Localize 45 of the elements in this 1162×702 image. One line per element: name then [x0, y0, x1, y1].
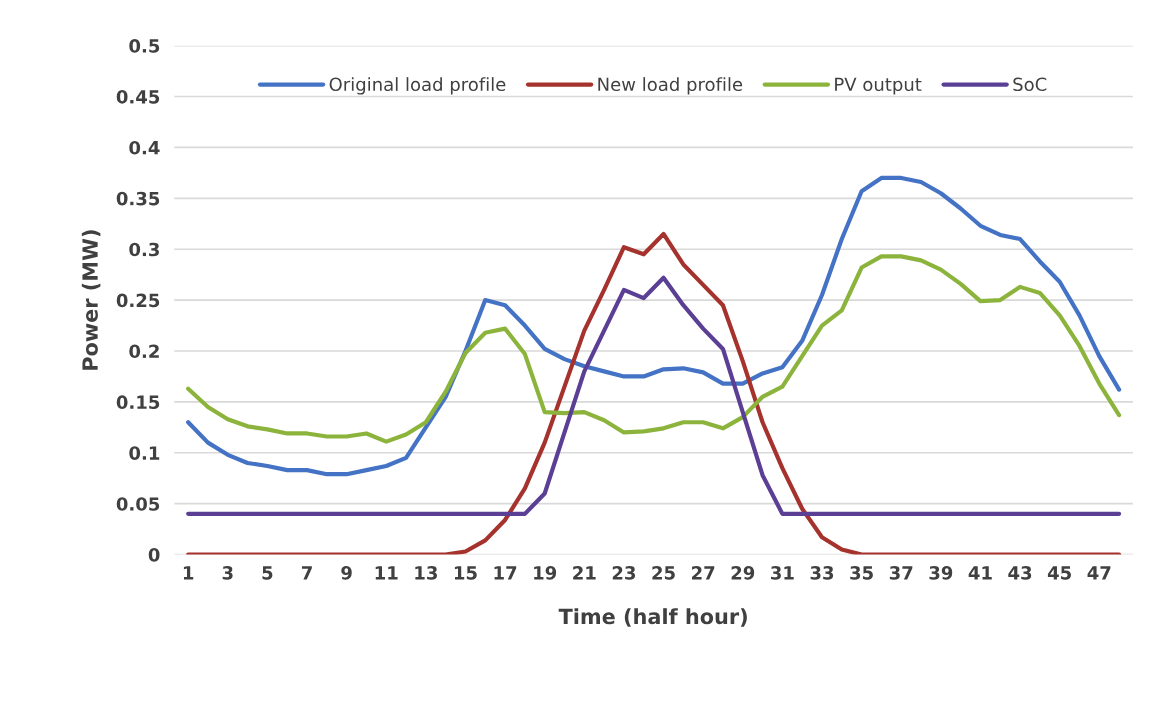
legend-label: PV output	[835, 77, 922, 95]
x-tick-label: 35	[850, 566, 873, 580]
x-tick-label: 9	[341, 566, 352, 580]
y-tick-label: 0.2	[129, 344, 159, 359]
legend-label: New load profile	[598, 77, 743, 95]
line-series	[186, 275, 1122, 516]
x-tick-label: 37	[889, 566, 913, 580]
x-tick-label: 1	[183, 566, 194, 580]
x-tick-label: 47	[1087, 566, 1111, 580]
x-tick-label: 29	[731, 566, 755, 580]
x-tick-label: 27	[692, 566, 715, 580]
y-tick-label: 0.1	[129, 446, 160, 460]
x-tick-label: 7	[301, 566, 312, 580]
line-series	[186, 254, 1122, 444]
y-tick-label: 0.05	[116, 497, 160, 511]
y-tick-label: 0.3	[129, 242, 159, 257]
x-tick-label: 39	[929, 566, 953, 580]
x-tick-label: 3	[222, 566, 233, 580]
x-tick-label: 11	[375, 566, 398, 580]
x-tick-label: 41	[968, 566, 992, 580]
x-tick-label: 15	[454, 566, 477, 580]
line-series	[186, 231, 1122, 555]
line-series	[186, 175, 1122, 477]
x-tick-label: 19	[534, 566, 557, 580]
x-tick-label: 33	[810, 566, 834, 580]
x-tick-label: 45	[1047, 566, 1071, 580]
y-tick-label: 0.35	[116, 191, 160, 206]
x-tick-label: 17	[494, 566, 517, 580]
x-tick-label: 31	[771, 566, 794, 580]
y-tick-label: 0.5	[129, 39, 160, 53]
y-tick-label: 0.4	[129, 140, 160, 155]
y-axis-title: Power (MW)	[81, 230, 101, 370]
x-tick-label: 21	[573, 566, 596, 580]
x-tick-label: 43	[1008, 566, 1032, 580]
legend-label: Original load profile	[329, 77, 506, 95]
y-tick-label: 0	[148, 548, 160, 562]
x-tick-label: 5	[262, 566, 273, 580]
y-tick-label: 0.15	[116, 395, 160, 410]
y-tick-label: 0.45	[116, 89, 160, 104]
y-tick-label: 0.25	[116, 293, 160, 308]
legend-label: SoC	[1013, 77, 1047, 92]
x-tick-label: 23	[612, 566, 636, 580]
x-tick-label: 25	[652, 566, 675, 580]
x-tick-label: 13	[415, 566, 437, 580]
x-axis-title: Time (half hour)	[558, 608, 747, 627]
